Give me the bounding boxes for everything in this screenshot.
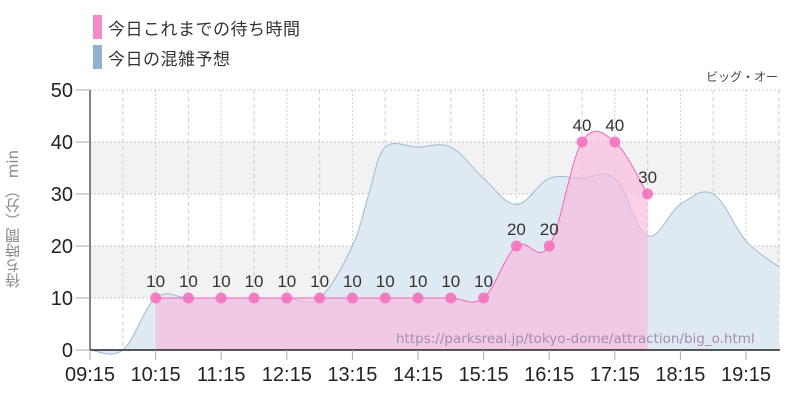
chart-legend: 今日これまでの待ち時間 今日の混雑予想 [93, 12, 301, 72]
data-label: 20 [540, 220, 559, 239]
data-point[interactable] [248, 292, 260, 304]
data-label: 10 [146, 272, 165, 291]
y-tick-label: 20 [51, 236, 73, 258]
x-tick-label: 15:15 [459, 364, 509, 386]
data-label: 10 [409, 272, 428, 291]
data-point[interactable] [412, 292, 424, 304]
legend-label: 今日これまでの待ち時間 [108, 19, 301, 40]
x-tick-label: 10:15 [131, 364, 181, 386]
x-tick-label: 19:15 [721, 364, 771, 386]
actual-wait-area [155, 130, 649, 350]
data-label: 10 [310, 272, 329, 291]
x-tick-label: 11:15 [197, 364, 246, 386]
data-point[interactable] [576, 136, 588, 148]
data-point[interactable] [215, 292, 227, 304]
data-label: 30 [638, 168, 657, 187]
data-point[interactable] [642, 188, 654, 200]
x-tick-label: 17:15 [590, 364, 640, 386]
data-point[interactable] [314, 292, 326, 304]
y-tick-label: 40 [51, 132, 73, 154]
x-tick-label: 14:15 [393, 364, 443, 386]
x-tick-label: 16:15 [524, 364, 574, 386]
data-point[interactable] [510, 240, 522, 252]
watermark-url: https://parksreal.jp/tokyo-dome/attracti… [396, 331, 755, 347]
data-point[interactable] [150, 292, 162, 304]
y-tick-label: 50 [51, 80, 73, 102]
legend-swatch-blue [93, 45, 102, 69]
data-point[interactable] [445, 292, 457, 304]
data-point[interactable] [478, 292, 490, 304]
data-label: 10 [343, 272, 362, 291]
data-point[interactable] [346, 292, 358, 304]
x-tick-label: 13:15 [327, 364, 377, 386]
data-labels: 10 10 10 10 10 10 10 10 10 10 10 20 20 40 40 30 [146, 116, 657, 291]
data-label: 10 [179, 272, 198, 291]
data-label: 10 [474, 272, 493, 291]
data-point[interactable] [281, 292, 293, 304]
data-label: 10 [245, 272, 264, 291]
data-label: 10 [277, 272, 296, 291]
y-tick-label: 10 [51, 288, 73, 310]
data-label: 40 [573, 116, 592, 135]
legend-label: 今日の混雑予想 [108, 49, 231, 70]
x-tick-label: 18:15 [655, 364, 705, 386]
data-label: 10 [441, 272, 460, 291]
attraction-name: ビッグ・オー [705, 70, 778, 84]
legend-swatch-pink [93, 15, 102, 39]
y-tick-label: 30 [51, 184, 73, 206]
data-points [150, 136, 654, 304]
data-label: 10 [212, 272, 231, 291]
data-point[interactable] [379, 292, 391, 304]
x-tick-label: 12:15 [262, 364, 312, 386]
legend-item-forecast[interactable]: 今日の混雑予想 [93, 42, 301, 72]
y-tick-label: 0 [62, 340, 73, 362]
data-point[interactable] [609, 136, 621, 148]
data-point[interactable] [182, 292, 194, 304]
data-label: 20 [507, 220, 526, 239]
axes: 0 10 20 30 40 50 09:15 10:15 11:15 12:15 13:15 14:1… [51, 80, 780, 386]
legend-item-actual-wait[interactable]: 今日これまでの待ち時間 [93, 12, 301, 42]
data-label: 40 [605, 116, 624, 135]
x-tick-label: 09:15 [65, 364, 115, 386]
data-label: 10 [376, 272, 395, 291]
data-point[interactable] [543, 240, 555, 252]
